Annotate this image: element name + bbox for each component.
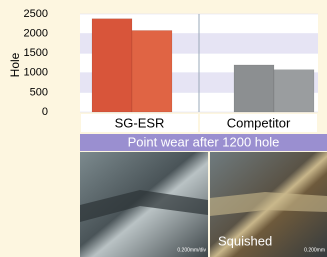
x-tick-label: SG-ESR [115,115,165,130]
bar [274,70,314,112]
y-tick-label: 0 [42,106,48,118]
y-tick-label: 2000 [24,28,48,40]
chart: Hole 0 500 1000 1500 2000 2500 SG-ESR Competito… [0,0,327,257]
photo-label: Squished [218,233,272,248]
y-tick-label: 500 [30,86,48,98]
scale-label: 0.200mm [304,247,325,253]
y-tick-label: 1000 [24,67,48,79]
bar [92,19,132,112]
y-tick-label: 2500 [24,8,48,20]
scale-label: 0.200mm/div [177,247,206,253]
x-tick-label: Competitor [227,115,291,130]
page: Hole 0 500 1000 1500 2000 2500 SG-ESR Competito… [0,0,327,257]
bar [132,30,172,112]
banner-text: Point wear after 1200 hole [128,134,280,149]
bar [234,65,274,112]
y-axis-label: Hole [8,52,22,77]
y-tick-label: 1500 [24,47,48,59]
